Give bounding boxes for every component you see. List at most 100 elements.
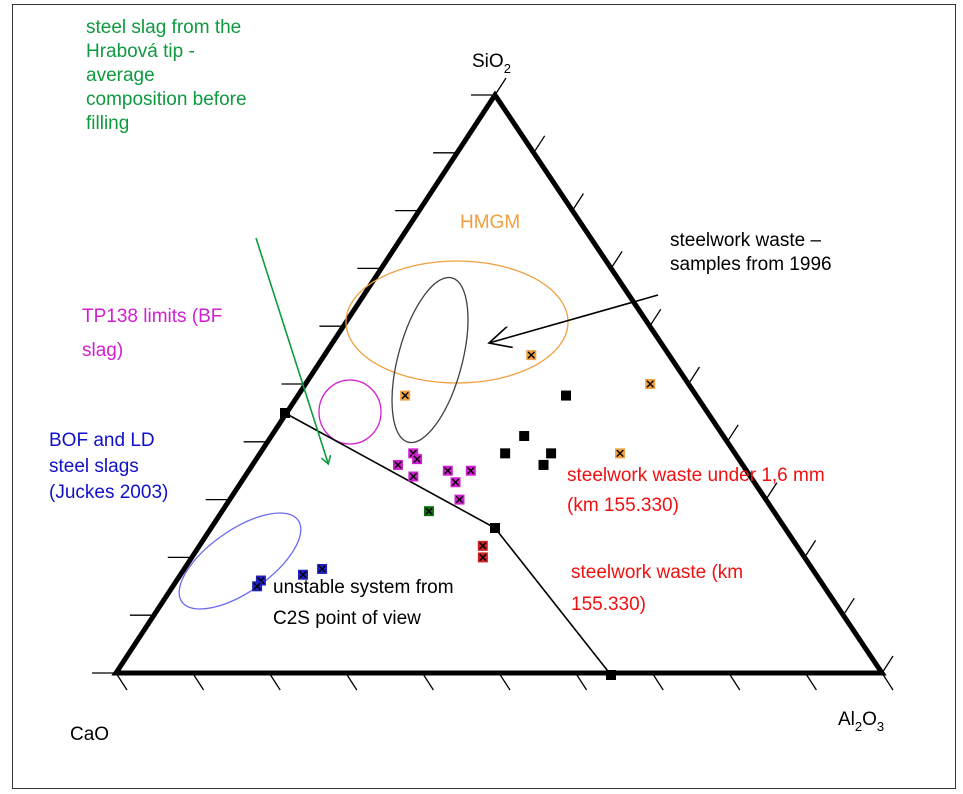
data-point bbox=[500, 448, 511, 459]
data-point bbox=[526, 350, 537, 361]
data-point bbox=[538, 459, 549, 470]
tick-mark bbox=[610, 251, 623, 269]
vertex-label-cao: CaO bbox=[70, 724, 109, 745]
svg-text:(Juckes 2003): (Juckes 2003) bbox=[49, 482, 168, 503]
data-point bbox=[423, 506, 434, 517]
point-cross bbox=[444, 467, 452, 475]
point-cross bbox=[646, 380, 654, 388]
data-point bbox=[477, 540, 488, 551]
svg-text:steel slags: steel slags bbox=[49, 456, 139, 477]
point-cross bbox=[451, 478, 460, 486]
point-cross bbox=[425, 507, 433, 515]
tick-marks bbox=[92, 77, 894, 691]
point-marker bbox=[519, 431, 530, 442]
tick-mark bbox=[494, 77, 507, 96]
tick-mark bbox=[421, 672, 434, 691]
svg-text:filling: filling bbox=[86, 113, 129, 134]
data-point bbox=[450, 477, 461, 488]
tick-mark bbox=[804, 540, 817, 558]
tick-mark bbox=[571, 193, 584, 211]
svg-text:Hrabová tip -: Hrabová tip - bbox=[86, 41, 195, 62]
svg-text:composition before: composition before bbox=[86, 89, 247, 110]
data-point bbox=[442, 465, 453, 476]
tick-mark bbox=[533, 135, 546, 154]
tick-mark bbox=[726, 424, 739, 443]
tick-mark bbox=[842, 597, 855, 616]
data-point bbox=[465, 465, 476, 476]
point-cross bbox=[455, 495, 464, 504]
point-cross bbox=[299, 571, 307, 579]
annotation-hmgm: HMGM bbox=[460, 212, 520, 233]
point-cross bbox=[467, 467, 475, 475]
data-point bbox=[519, 431, 530, 442]
point-cross bbox=[318, 565, 326, 573]
svg-text:samples from 1996: samples from 1996 bbox=[670, 254, 832, 275]
annotation-tp138: TP138 limits (BF slag) bbox=[82, 306, 222, 361]
point-marker bbox=[546, 448, 557, 459]
data-point bbox=[546, 448, 557, 459]
svg-text:steelwork waste under 1,6 mm: steelwork waste under 1,6 mm bbox=[567, 465, 825, 486]
black-arrow bbox=[489, 294, 659, 343]
annotation-under-1-6mm: steelwork waste under 1,6 mm (km 155.330… bbox=[567, 465, 825, 516]
tick-mark bbox=[687, 366, 701, 385]
steelwork-1996-ellipse bbox=[391, 276, 469, 444]
tick-mark bbox=[268, 672, 281, 691]
tick-mark bbox=[728, 672, 741, 691]
hmgm-ellipse bbox=[345, 260, 569, 384]
data-point bbox=[615, 448, 626, 459]
svg-text:average: average bbox=[86, 65, 155, 86]
point-cross bbox=[479, 542, 487, 550]
point-cross bbox=[479, 553, 487, 562]
boundary-node bbox=[280, 408, 290, 418]
ternary-triangle bbox=[111, 90, 887, 676]
tick-mark bbox=[345, 672, 358, 691]
tick-mark bbox=[115, 672, 128, 691]
data-point bbox=[408, 471, 419, 482]
svg-text:steelwork waste (km: steelwork waste (km bbox=[571, 562, 743, 583]
point-cross bbox=[409, 472, 418, 481]
point-cross bbox=[527, 351, 535, 359]
c2s-boundary-line bbox=[280, 408, 616, 680]
svg-text:BOF and LD: BOF and LD bbox=[49, 430, 155, 451]
data-point bbox=[477, 552, 488, 563]
data-point bbox=[454, 494, 465, 505]
svg-text:(km 155.330): (km 155.330) bbox=[567, 495, 679, 516]
tick-mark bbox=[881, 672, 894, 691]
svg-text:TP138 limits (BF: TP138 limits (BF bbox=[82, 306, 222, 327]
tick-mark bbox=[192, 672, 205, 691]
svg-text:steelwork waste –: steelwork waste – bbox=[670, 230, 821, 251]
svg-text:unstable system from: unstable system from bbox=[273, 577, 454, 598]
svg-text:C2S point of view: C2S point of view bbox=[273, 608, 421, 629]
data-point bbox=[561, 390, 572, 401]
data-point bbox=[392, 459, 403, 470]
tick-mark bbox=[575, 672, 588, 691]
svg-text:155.330): 155.330) bbox=[571, 594, 646, 615]
data-point bbox=[297, 569, 308, 580]
vertex-label-sio2: SiO2 bbox=[472, 51, 511, 76]
annotation-bof-ld: BOF and LD steel slags (Juckes 2003) bbox=[49, 430, 168, 503]
point-marker bbox=[500, 448, 511, 459]
green-arrow bbox=[255, 237, 328, 463]
tick-mark bbox=[498, 672, 511, 691]
data-point bbox=[412, 454, 423, 465]
point-cross bbox=[394, 461, 402, 469]
annotation-waste-km: steelwork waste (km 155.330) bbox=[571, 562, 743, 615]
point-marker bbox=[538, 459, 549, 470]
data-point bbox=[645, 379, 656, 389]
boundary-node bbox=[606, 670, 616, 680]
annotation-steelwork-1996: steelwork waste – samples from 1996 bbox=[670, 230, 832, 275]
tick-mark bbox=[881, 655, 894, 674]
tick-mark bbox=[765, 482, 778, 500]
tick-mark bbox=[649, 308, 662, 327]
annotation-unstable: unstable system from C2S point of view bbox=[273, 577, 454, 629]
boundary-node bbox=[490, 523, 500, 533]
tick-mark bbox=[804, 672, 817, 691]
point-cross bbox=[253, 582, 261, 590]
point-cross bbox=[409, 449, 417, 458]
point-cross bbox=[616, 449, 624, 458]
point-cross bbox=[401, 391, 409, 400]
tp138-ellipse bbox=[318, 379, 382, 445]
svg-text:slag): slag) bbox=[82, 340, 123, 361]
